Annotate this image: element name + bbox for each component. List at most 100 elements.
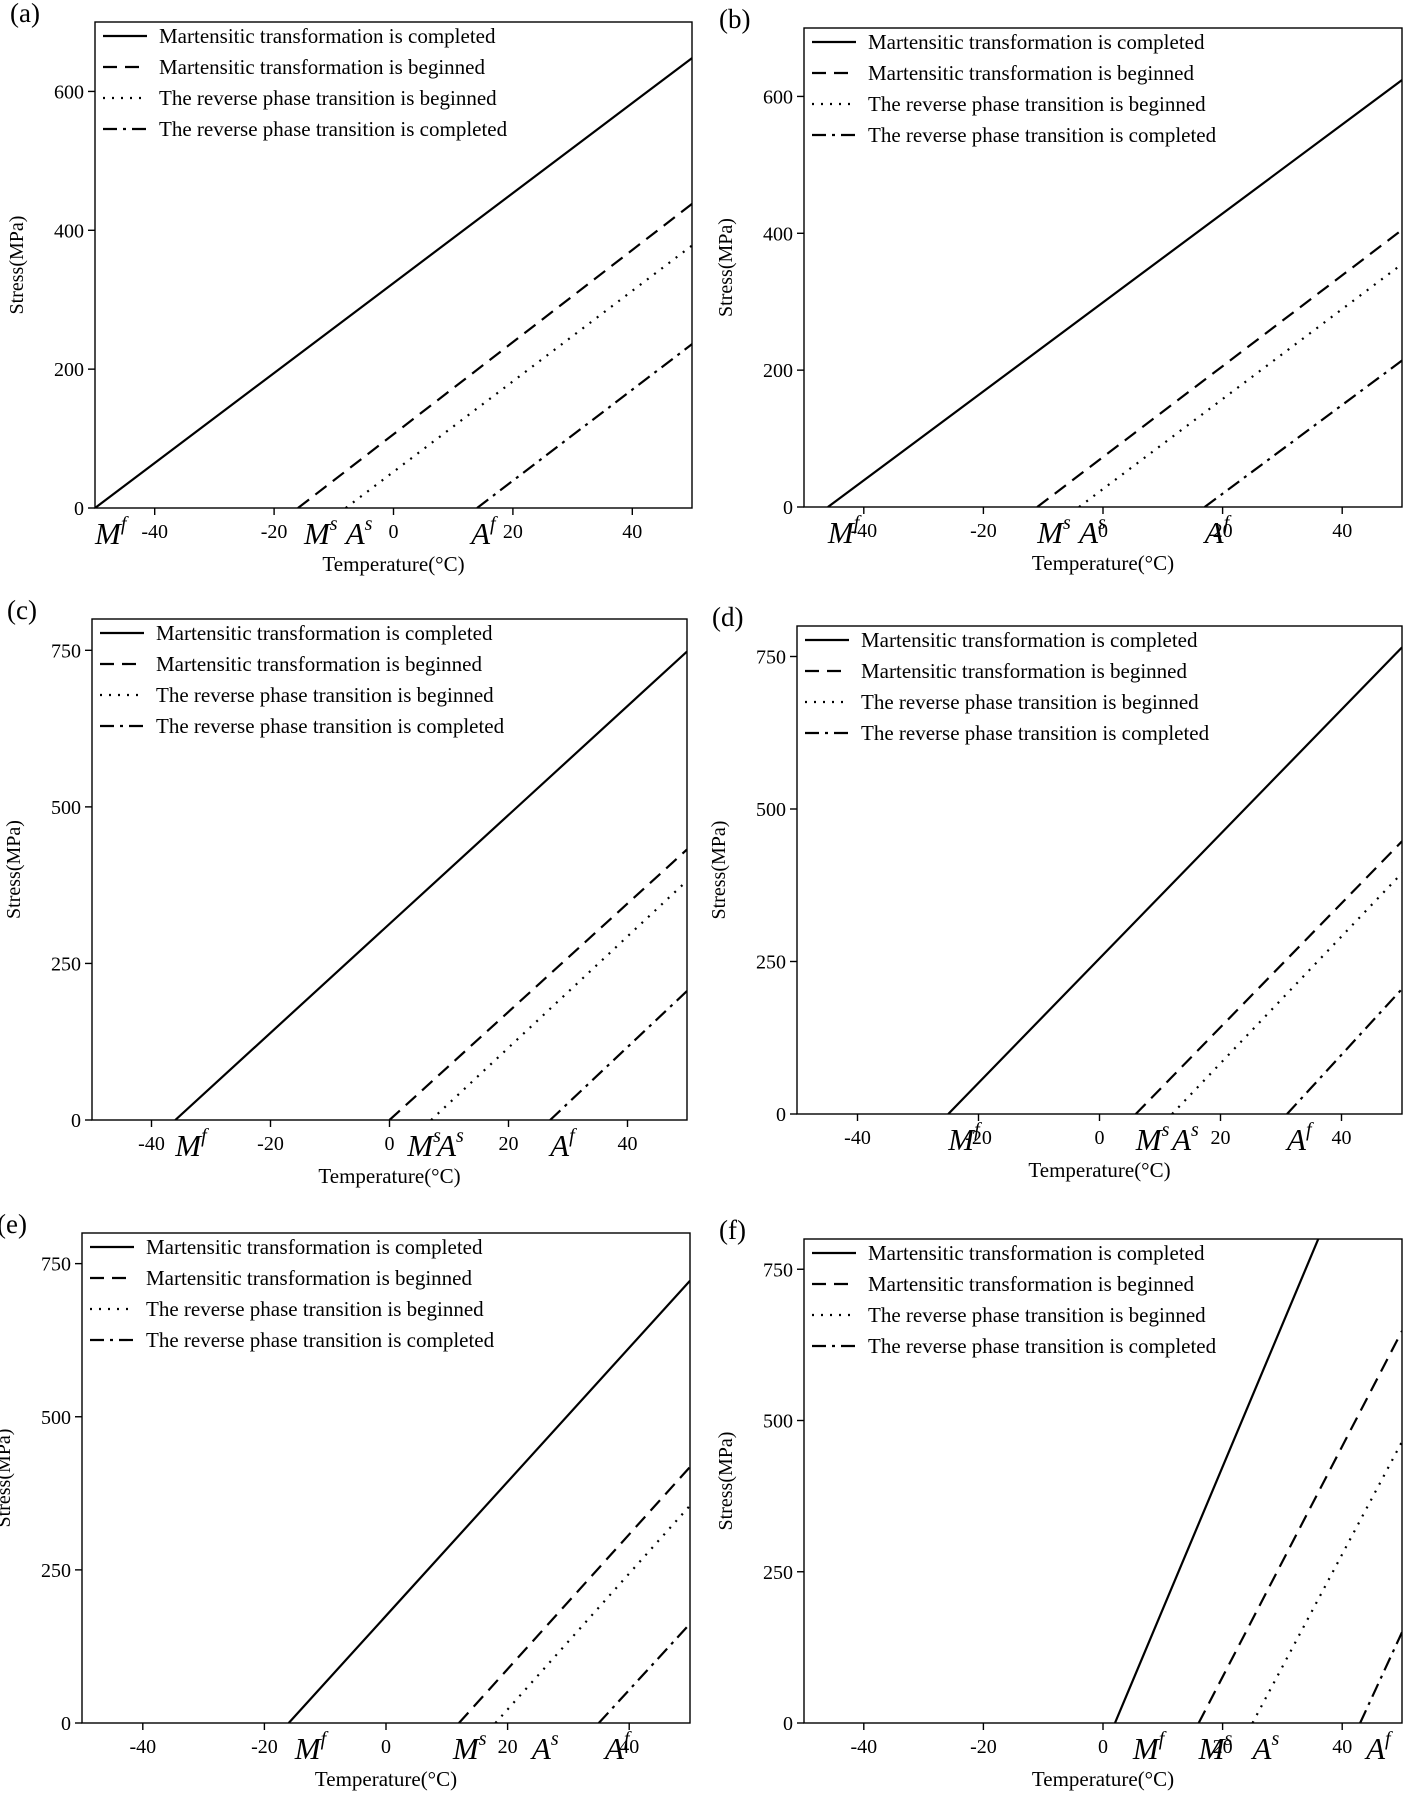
annotation-superscript: s: [1225, 1728, 1233, 1750]
annotation-af: Af: [548, 1125, 577, 1163]
panel-label: (c): [7, 595, 37, 625]
x-tick-label: -40: [850, 1736, 877, 1758]
panel-label: (e): [0, 1209, 27, 1239]
series-line-dotted: [1171, 872, 1402, 1114]
annotation-base: A: [344, 516, 366, 551]
annotation-base: M: [94, 516, 123, 551]
annotation-base: M: [1036, 515, 1065, 550]
y-tick-label: 750: [41, 1254, 71, 1276]
annotation-base: M: [827, 515, 856, 550]
x-tick-label: -40: [141, 521, 168, 543]
y-tick-label: 500: [756, 799, 786, 821]
legend-entry: The reverse phase transition is beginned: [861, 690, 1199, 714]
x-tick-label: 0: [389, 521, 399, 543]
x-tick-label: 0: [1098, 520, 1108, 542]
x-tick-label: 0: [1095, 1127, 1105, 1149]
annotation-superscript: s: [551, 1728, 559, 1750]
annotation-as: As: [1251, 1728, 1280, 1766]
y-tick-label: 0: [61, 1713, 71, 1735]
y-tick-label: 250: [51, 953, 81, 975]
legend-entry: Martensitic transformation is completed: [156, 621, 493, 645]
x-tick-label: -40: [850, 520, 877, 542]
legend-entry: The reverse phase transition is beginned: [146, 1297, 484, 1321]
legend-entry: The reverse phase transition is complete…: [156, 714, 505, 738]
x-tick-label: 0: [1098, 1736, 1108, 1758]
x-tick-label: -20: [965, 1127, 992, 1149]
x-axis-label: Temperature(°C): [318, 1164, 460, 1188]
series-line-solid: [287, 1280, 690, 1723]
y-tick-label: 750: [51, 640, 81, 662]
x-tick-label: 0: [385, 1133, 395, 1155]
series-line-dashed: [388, 848, 687, 1120]
x-tick-label: 40: [1332, 1736, 1352, 1758]
annotation-base: A: [435, 1128, 457, 1163]
annotation-superscript: s: [1098, 512, 1106, 534]
x-tick-label: 40: [1332, 1127, 1352, 1149]
x-tick-label: -20: [970, 1736, 997, 1758]
legend-entry: The reverse phase transition is complete…: [146, 1328, 495, 1352]
annotation-base: A: [548, 1128, 570, 1163]
x-tick-label: -40: [138, 1133, 165, 1155]
annotation-superscript: f: [201, 1125, 209, 1147]
y-axis-label: Stress(MPa): [715, 1432, 737, 1531]
annotation-base: A: [1364, 1731, 1386, 1766]
series-line-dashed: [458, 1466, 690, 1723]
panel-label: (a): [10, 0, 40, 28]
x-tick-label: -40: [844, 1127, 871, 1149]
series-line-dashdot: [1204, 359, 1402, 507]
series-line-solid: [947, 646, 1402, 1114]
series-line-dotted: [345, 244, 692, 508]
y-tick-label: 750: [756, 647, 786, 669]
annotation-superscript: s: [1271, 1728, 1279, 1750]
legend-entry: Martensitic transformation is beginned: [861, 659, 1188, 683]
annotation-as: As: [530, 1728, 559, 1766]
series-line-dashed: [297, 203, 692, 508]
annotation-superscript: s: [1162, 1119, 1170, 1141]
annotation-base: M: [174, 1128, 203, 1163]
series-line-dashed: [1135, 840, 1402, 1114]
y-tick-label: 0: [783, 1713, 793, 1735]
x-tick-label: 20: [503, 521, 523, 543]
panel-label: (d): [712, 602, 743, 632]
series-line-dashdot: [549, 990, 687, 1120]
annotation-superscript: f: [974, 1119, 982, 1141]
legend-entry: Martensitic transformation is completed: [861, 628, 1198, 652]
annotation-ms: Ms: [406, 1125, 441, 1163]
x-tick-label: 40: [1332, 520, 1352, 542]
y-tick-label: 400: [763, 223, 793, 245]
annotation-superscript: s: [433, 1125, 441, 1147]
annotation-superscript: f: [121, 513, 129, 535]
legend-entry: Martensitic transformation is completed: [146, 1235, 483, 1259]
annotation-superscript: f: [569, 1125, 577, 1147]
x-tick-label: 40: [619, 1736, 639, 1758]
annotation-superscript: s: [365, 513, 373, 535]
series-line-dashed: [1036, 228, 1402, 507]
x-tick-label: -20: [251, 1736, 278, 1758]
annotation-base: A: [1285, 1122, 1307, 1157]
series-line-solid: [1113, 1239, 1320, 1723]
x-axis-label: Temperature(°C): [1028, 1158, 1170, 1182]
y-tick-label: 500: [763, 1411, 793, 1433]
chart-panel-6: (f) 0 250 500 750 -40 -20 0 20 40 Temperature(°C) S…: [715, 1215, 1403, 1791]
annotation-base: A: [1251, 1731, 1273, 1766]
annotation-base: M: [947, 1122, 976, 1157]
series-line-dotted: [430, 879, 687, 1120]
legend-entry: Martensitic transformation is beginned: [868, 61, 1195, 85]
chart-panel-3: (c) 0 250 500 750 -40 -20 0 20 40 Temperature(°C) S…: [3, 595, 688, 1188]
annotation-superscript: f: [321, 1728, 329, 1750]
annotation-superscript: s: [1063, 512, 1071, 534]
series-line-dashdot: [597, 1623, 690, 1723]
x-tick-label: 40: [618, 1133, 638, 1155]
legend-entry: The reverse phase transition is beginned: [868, 92, 1206, 116]
annotation-superscript: f: [1159, 1728, 1167, 1750]
y-tick-label: 0: [71, 1110, 81, 1132]
legend-entry: The reverse phase transition is complete…: [868, 1334, 1217, 1358]
y-tick-label: 200: [763, 360, 793, 382]
annotation-mf: Mf: [94, 513, 129, 551]
series-line-solid: [95, 57, 692, 508]
y-tick-label: 750: [763, 1259, 793, 1281]
annotation-ms: Ms: [1036, 512, 1071, 550]
series-line-solid: [174, 650, 687, 1120]
legend-entry: The reverse phase transition is beginned: [159, 86, 497, 110]
